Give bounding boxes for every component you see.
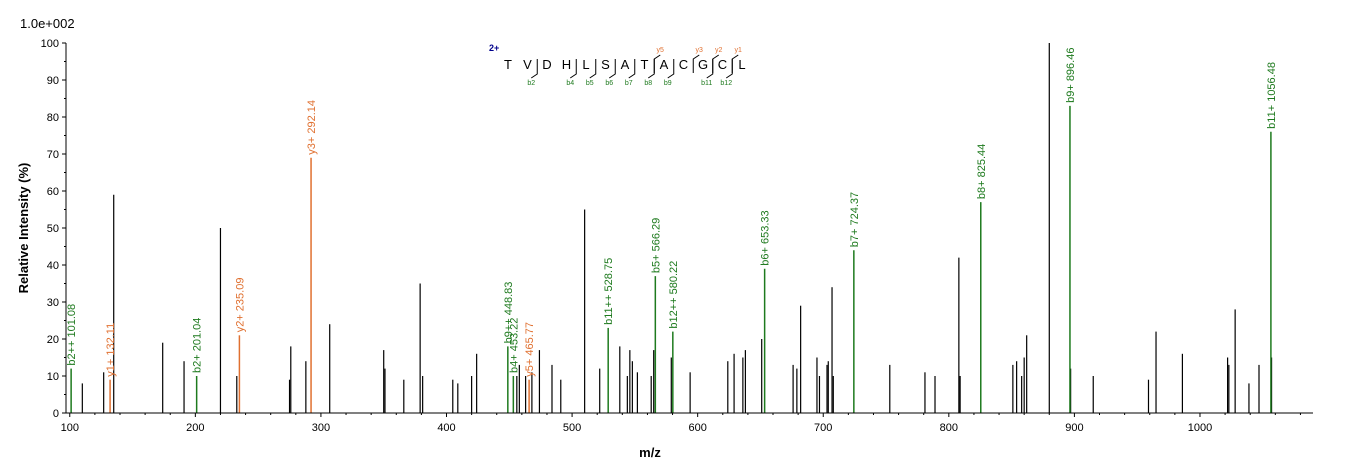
x-tick-label: 200 bbox=[186, 422, 204, 434]
sequence-residue: C bbox=[718, 57, 727, 72]
y-ticks: 0 10 20 30 40 50 60 70 80 90 100 bbox=[41, 38, 66, 420]
y-ion-cleavage-mark bbox=[731, 54, 739, 73]
sequence-residue: A bbox=[660, 57, 669, 72]
y-tick-label: 0 bbox=[53, 408, 59, 420]
x-tick-label: 100 bbox=[61, 422, 79, 434]
y-ion-cleavage-mark bbox=[653, 54, 661, 73]
b-ion-label: b8 bbox=[644, 80, 652, 87]
b-ion-cleavage-mark bbox=[589, 59, 597, 79]
b-ion-label: b12 bbox=[720, 80, 732, 87]
sequence-residue: T bbox=[641, 57, 649, 72]
y-tick-label: 20 bbox=[47, 334, 59, 346]
b-ion-cleavage-mark bbox=[628, 59, 636, 79]
sequence-residue: C bbox=[679, 57, 688, 72]
y-ion-cleavage-mark bbox=[692, 54, 700, 73]
b-ion-cleavage-mark bbox=[647, 59, 655, 79]
peak-label: b2++ 101.08 bbox=[66, 304, 78, 366]
b-ion-label: b5 bbox=[586, 80, 594, 87]
y-axis-title: Relative Intensity (%) bbox=[16, 163, 31, 294]
y-tick-label: 100 bbox=[41, 38, 59, 50]
b-ion-cleavage-mark bbox=[667, 59, 675, 79]
x-tick-label: 400 bbox=[437, 422, 455, 434]
b-ion-label: b7 bbox=[625, 80, 633, 87]
x-tick-label: 700 bbox=[814, 422, 832, 434]
sequence-residue: D bbox=[542, 57, 551, 72]
peak-label: b5+ 566.29 bbox=[650, 218, 662, 273]
peak-label: b11+ 1056.48 bbox=[1266, 62, 1278, 129]
peak-label: b9+ 896.46 bbox=[1065, 48, 1077, 103]
x-tick-label: 300 bbox=[312, 422, 330, 434]
x-tick-label: 500 bbox=[563, 422, 581, 434]
y-ion-label: y3 bbox=[696, 47, 704, 54]
x-tick-label: 1000 bbox=[1188, 422, 1212, 434]
b-ion-cleavage-mark bbox=[530, 59, 538, 79]
y-tick-label: 40 bbox=[47, 260, 59, 272]
peak-label: b11++ 528.75 bbox=[603, 258, 615, 325]
sequence-residue: A bbox=[621, 57, 630, 72]
peak-label: b6+ 653.33 bbox=[760, 210, 772, 265]
y-ion-label: y5 bbox=[657, 47, 665, 54]
precursor-charge-label: 2+ bbox=[489, 43, 499, 53]
y-tick-label: 50 bbox=[47, 223, 59, 235]
b-ion-cleavage-mark bbox=[608, 59, 616, 79]
x-tick-label: 800 bbox=[940, 422, 958, 434]
b-ion-label: b9 bbox=[664, 80, 672, 87]
sequence-residue: S bbox=[601, 57, 610, 72]
y-tick-label: 80 bbox=[47, 112, 59, 124]
b-ion-cleavage-mark bbox=[569, 59, 577, 79]
b-ion-label: b2 bbox=[527, 80, 535, 87]
y-tick-label: 70 bbox=[47, 149, 59, 161]
peak-label: b4+ 453.22 bbox=[508, 318, 520, 373]
peak-label: y1+ 132.11 bbox=[105, 323, 117, 377]
y-ion-label: y2 bbox=[715, 47, 723, 54]
peak-label: b12++ 580.22 bbox=[668, 261, 680, 329]
peaks-layer: b2++ 101.08 y1+ 132.11 b2+ 201.04 y2+ 235.0… bbox=[66, 43, 1278, 413]
peak-label: y5+ 465.77 bbox=[524, 322, 536, 377]
b-ion-label: b4 bbox=[566, 80, 574, 87]
sequence-residue: L bbox=[738, 57, 745, 72]
x-ticks: 100 200 300 400 500 600 700 800 900 1000 bbox=[61, 413, 1301, 434]
y-tick-label: 30 bbox=[47, 297, 59, 309]
x-tick-label: 900 bbox=[1065, 422, 1083, 434]
sequence-residue: L bbox=[582, 57, 589, 72]
axes-layer bbox=[65, 43, 1313, 414]
y-ion-label: y1 bbox=[735, 47, 743, 54]
y-tick-label: 10 bbox=[47, 371, 59, 383]
sequence-residue: H bbox=[562, 57, 571, 72]
sequence-residue: G bbox=[698, 57, 708, 72]
b-ion-label: b6 bbox=[605, 80, 613, 87]
y-tick-label: 60 bbox=[47, 186, 59, 198]
peak-label: b7+ 724.37 bbox=[849, 192, 861, 247]
sequence-residue: T bbox=[504, 57, 512, 72]
peak-label: b2+ 201.04 bbox=[192, 318, 204, 373]
b-ion-label: b11 bbox=[701, 80, 712, 87]
y-ion-cleavage-mark bbox=[712, 54, 720, 73]
intensity-scale-label: 1.0e+002 bbox=[20, 16, 75, 31]
peak-label: y3+ 292.14 bbox=[306, 100, 318, 155]
peak-label: b8+ 825.44 bbox=[976, 144, 988, 199]
y-tick-label: 90 bbox=[47, 75, 59, 87]
peak-label: b9++ 448.83 bbox=[503, 282, 515, 344]
sequence-residue: V bbox=[523, 57, 532, 72]
x-tick-label: 600 bbox=[688, 422, 706, 434]
x-axis-title: m/z bbox=[639, 445, 661, 460]
peak-label: y2+ 235.09 bbox=[234, 278, 246, 333]
